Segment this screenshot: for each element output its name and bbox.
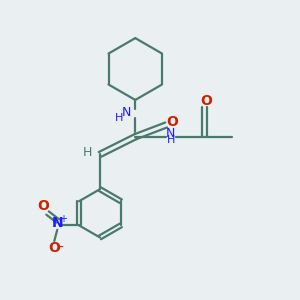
Text: H: H xyxy=(82,146,92,159)
Text: +: + xyxy=(59,214,67,224)
Text: -: - xyxy=(58,241,63,255)
Text: O: O xyxy=(37,199,49,213)
Text: N: N xyxy=(122,106,131,119)
Text: O: O xyxy=(200,94,212,108)
Text: O: O xyxy=(48,241,60,255)
Text: N: N xyxy=(52,216,64,230)
Text: N: N xyxy=(166,127,175,140)
Text: H: H xyxy=(115,113,123,124)
Text: H: H xyxy=(167,135,175,145)
Text: O: O xyxy=(167,115,178,129)
